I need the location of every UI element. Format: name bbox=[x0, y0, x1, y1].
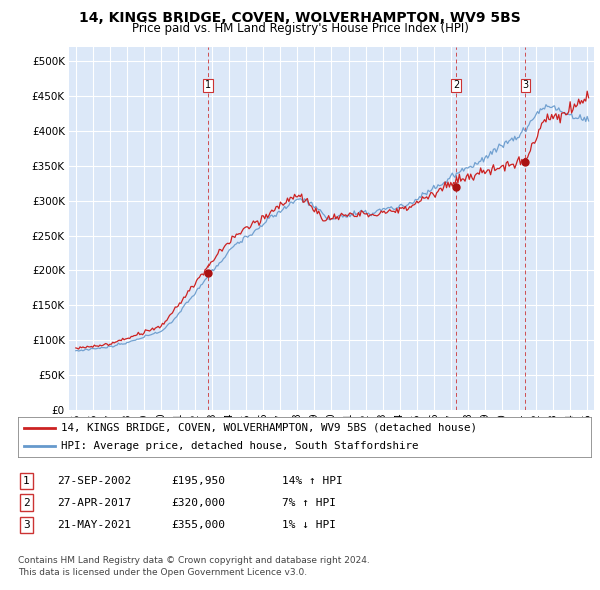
Text: 14% ↑ HPI: 14% ↑ HPI bbox=[282, 476, 343, 486]
Text: £320,000: £320,000 bbox=[171, 498, 225, 507]
Text: 7% ↑ HPI: 7% ↑ HPI bbox=[282, 498, 336, 507]
Text: This data is licensed under the Open Government Licence v3.0.: This data is licensed under the Open Gov… bbox=[18, 568, 307, 577]
Text: 27-APR-2017: 27-APR-2017 bbox=[57, 498, 131, 507]
Text: 1: 1 bbox=[23, 476, 30, 486]
Text: 27-SEP-2002: 27-SEP-2002 bbox=[57, 476, 131, 486]
Text: Contains HM Land Registry data © Crown copyright and database right 2024.: Contains HM Land Registry data © Crown c… bbox=[18, 556, 370, 565]
Text: 2: 2 bbox=[23, 498, 30, 507]
Text: 21-MAY-2021: 21-MAY-2021 bbox=[57, 520, 131, 530]
Text: 14, KINGS BRIDGE, COVEN, WOLVERHAMPTON, WV9 5BS: 14, KINGS BRIDGE, COVEN, WOLVERHAMPTON, … bbox=[79, 11, 521, 25]
Text: £195,950: £195,950 bbox=[171, 476, 225, 486]
Text: 1: 1 bbox=[205, 80, 211, 90]
Text: 2: 2 bbox=[453, 80, 460, 90]
Text: Price paid vs. HM Land Registry's House Price Index (HPI): Price paid vs. HM Land Registry's House … bbox=[131, 22, 469, 35]
Text: 14, KINGS BRIDGE, COVEN, WOLVERHAMPTON, WV9 5BS (detached house): 14, KINGS BRIDGE, COVEN, WOLVERHAMPTON, … bbox=[61, 423, 477, 433]
Text: 3: 3 bbox=[523, 80, 529, 90]
Text: 3: 3 bbox=[23, 520, 30, 530]
Text: £355,000: £355,000 bbox=[171, 520, 225, 530]
Text: HPI: Average price, detached house, South Staffordshire: HPI: Average price, detached house, Sout… bbox=[61, 441, 418, 451]
Text: 1% ↓ HPI: 1% ↓ HPI bbox=[282, 520, 336, 530]
